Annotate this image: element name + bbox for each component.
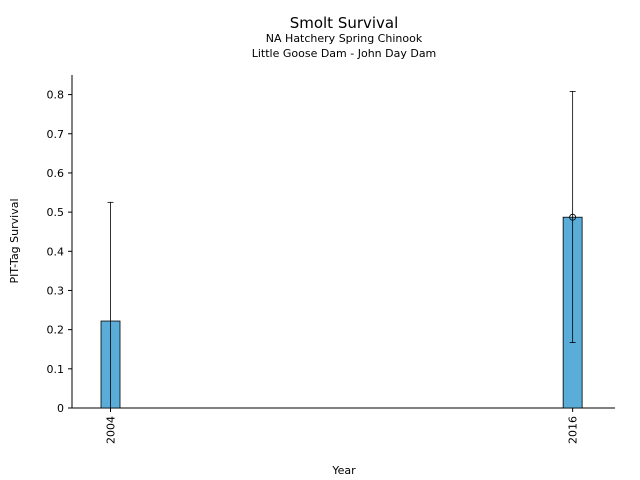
y-tick-label: 0.5 (47, 206, 65, 219)
chart-subtitle-line-1: NA Hatchery Spring Chinook (266, 32, 423, 45)
y-tick-label: 0.8 (47, 89, 65, 102)
y-axis-label: PIT-Tag Survival (8, 198, 21, 283)
y-tick-label: 0.7 (47, 128, 65, 141)
y-tick-label: 0.6 (47, 167, 65, 180)
x-axis-label: Year (331, 464, 356, 477)
plot-area: 0 0.1 0.2 0.3 0.4 0.5 0.6 0.7 0.8 2004 2016 (47, 75, 615, 444)
x-tick-label-2004: 2004 (105, 416, 118, 444)
y-tick-label: 0.4 (47, 245, 65, 258)
x-tick-label-2016: 2016 (567, 416, 580, 444)
chart-subtitle-line-2: Little Goose Dam - John Day Dam (252, 47, 437, 60)
y-tick-label: 0.1 (47, 363, 65, 376)
y-tick-label: 0 (57, 402, 64, 415)
y-tick-label: 0.2 (47, 324, 65, 337)
point-marker-2016 (569, 213, 577, 221)
y-tick-label: 0.3 (47, 284, 65, 297)
chart-title: Smolt Survival (290, 14, 399, 32)
